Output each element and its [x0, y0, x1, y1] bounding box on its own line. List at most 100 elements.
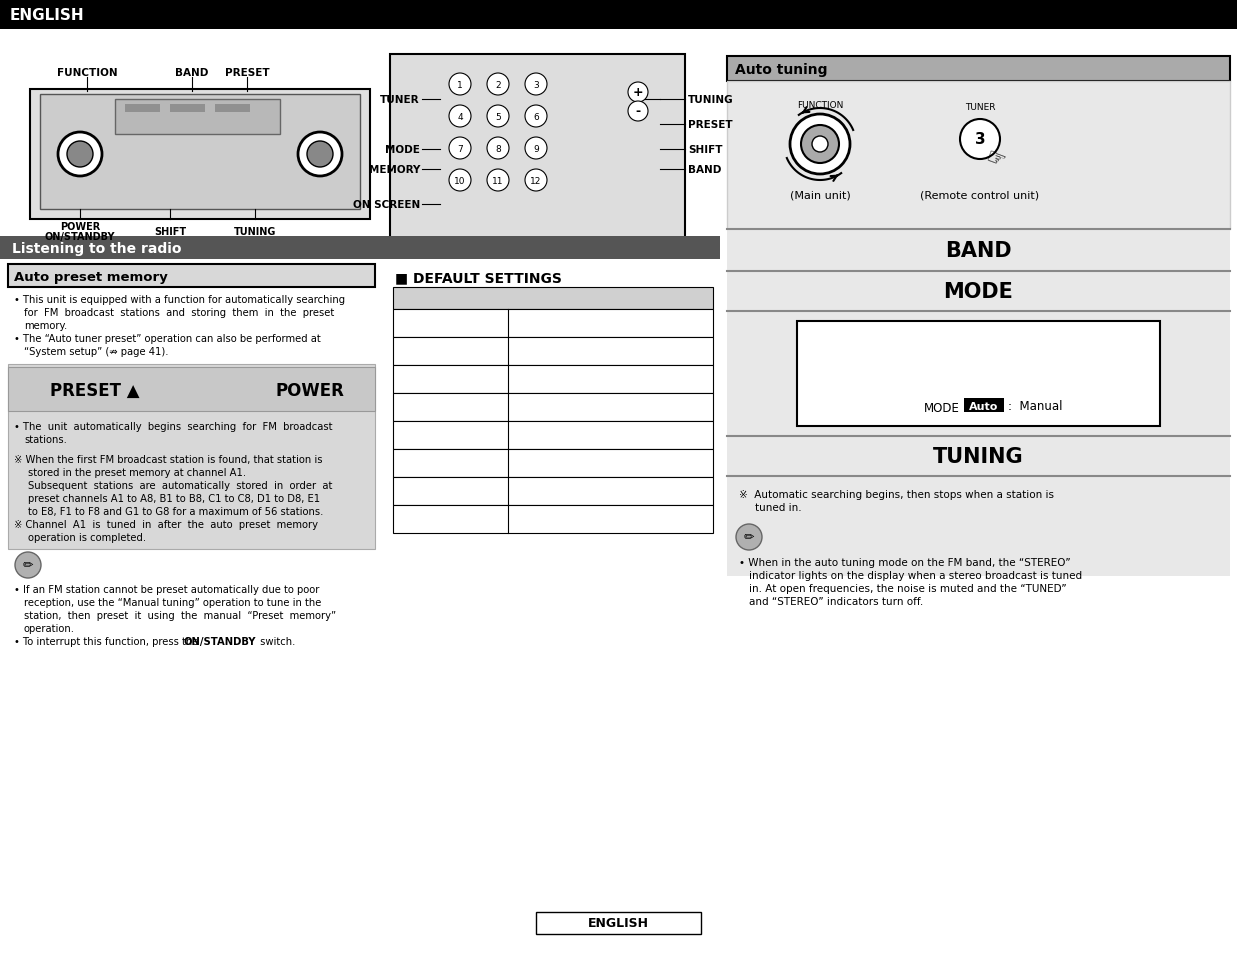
Text: 1: 1 [458, 80, 463, 90]
Text: operation is completed.: operation is completed. [28, 533, 146, 542]
Text: 10: 10 [454, 176, 466, 185]
Bar [536, 912, 701, 934]
Text: to E8, F1 to F8 and G1 to G8 for a maximum of 56 stations.: to E8, F1 to F8 and G1 to G8 for a maxim… [28, 506, 323, 517]
Text: station,  then  preset  it  using  the  manual  “Preset  memory”: station, then preset it using the manual… [24, 610, 336, 620]
Text: POWER: POWER [276, 381, 344, 399]
Circle shape [307, 142, 333, 168]
Bar [40, 95, 360, 210]
Text: ※ When the first FM broadcast station is found, that station is: ※ When the first FM broadcast station is… [14, 455, 323, 464]
Text: memory.: memory. [24, 320, 67, 331]
Circle shape [449, 138, 471, 160]
Circle shape [524, 170, 547, 192]
Bar [390, 55, 685, 245]
Text: -: - [636, 106, 641, 118]
Text: 7: 7 [458, 144, 463, 153]
Text: BAND: BAND [945, 241, 1012, 261]
Text: in. At open frequencies, the noise is muted and the “TUNED”: in. At open frequencies, the noise is mu… [748, 583, 1066, 594]
Bar [7, 265, 375, 288]
Text: FUNCTION: FUNCTION [797, 100, 844, 110]
Text: ※  Automatic searching begins, then stops when a station is: ※ Automatic searching begins, then stops… [738, 490, 1054, 499]
Text: • The  unit  automatically  begins  searching  for  FM  broadcast: • The unit automatically begins searchin… [14, 421, 333, 432]
Text: stored in the preset memory at channel A1.: stored in the preset memory at channel A… [28, 468, 246, 477]
Bar [7, 368, 375, 412]
Bar [0, 236, 720, 260]
Text: TUNER: TUNER [965, 103, 996, 112]
Circle shape [487, 106, 508, 128]
Bar [727, 476, 1230, 577]
Circle shape [67, 142, 93, 168]
Circle shape [736, 524, 762, 551]
Bar [393, 477, 713, 505]
Circle shape [524, 138, 547, 160]
Circle shape [802, 126, 839, 164]
Text: 3: 3 [975, 132, 986, 148]
Bar [215, 105, 250, 112]
Text: (Remote control unit): (Remote control unit) [920, 190, 1039, 200]
Text: Auto: Auto [969, 401, 998, 412]
Text: preset channels A1 to A8, B1 to B8, C1 to C8, D1 to D8, E1: preset channels A1 to A8, B1 to B8, C1 t… [28, 494, 320, 503]
Text: tuned in.: tuned in. [755, 502, 802, 513]
Text: ✏: ✏ [743, 531, 755, 544]
Bar [727, 82, 1230, 230]
Circle shape [298, 132, 341, 177]
Bar [797, 322, 1160, 427]
Text: • This unit is equipped with a function for automatically searching: • This unit is equipped with a function … [14, 294, 345, 305]
Text: and “STEREO” indicators turn off.: and “STEREO” indicators turn off. [748, 597, 923, 606]
Text: MEMORY: MEMORY [369, 165, 421, 174]
Circle shape [449, 74, 471, 96]
Text: MODE: MODE [385, 145, 421, 154]
Bar [169, 105, 205, 112]
Bar [727, 57, 1230, 82]
Text: 6: 6 [533, 112, 539, 121]
Text: • If an FM station cannot be preset automatically due to poor: • If an FM station cannot be preset auto… [14, 584, 319, 595]
Circle shape [487, 74, 508, 96]
Bar [7, 365, 375, 550]
Bar [0, 0, 1237, 30]
Text: FUNCTION: FUNCTION [57, 68, 118, 78]
Bar [393, 337, 713, 366]
Circle shape [524, 106, 547, 128]
Text: ✏: ✏ [22, 558, 33, 572]
Text: stations.: stations. [24, 435, 67, 444]
Text: • The “Auto tuner preset” operation can also be performed at: • The “Auto tuner preset” operation can … [14, 334, 320, 344]
Bar [727, 272, 1230, 312]
Text: MODE: MODE [944, 282, 1013, 302]
Text: ■ DEFAULT SETTINGS: ■ DEFAULT SETTINGS [395, 271, 562, 285]
Circle shape [790, 115, 850, 174]
Text: ON/STANDBY: ON/STANDBY [45, 232, 115, 242]
Text: (Main unit): (Main unit) [789, 190, 850, 200]
Text: 12: 12 [531, 176, 542, 185]
Bar [393, 505, 713, 534]
Text: TUNER: TUNER [380, 95, 421, 105]
Circle shape [15, 553, 41, 578]
Circle shape [449, 170, 471, 192]
Text: “System setup” (⇏ page 41).: “System setup” (⇏ page 41). [24, 347, 168, 356]
Text: 2: 2 [495, 80, 501, 90]
Text: 9: 9 [533, 144, 539, 153]
Text: ※ Channel  A1  is  tuned  in  after  the  auto  preset  memory: ※ Channel A1 is tuned in after the auto … [14, 519, 318, 530]
Text: Auto preset memory: Auto preset memory [14, 271, 168, 283]
Text: • When in the auto tuning mode on the FM band, the “STEREO”: • When in the auto tuning mode on the FM… [738, 558, 1071, 567]
Text: BAND: BAND [176, 68, 209, 78]
Text: MODE: MODE [924, 401, 960, 414]
Text: :  Manual: : Manual [1008, 400, 1063, 413]
Text: TUNING: TUNING [688, 95, 734, 105]
Bar [727, 312, 1230, 436]
Text: Subsequent  stations  are  automatically  stored  in  order  at: Subsequent stations are automatically st… [28, 480, 333, 491]
Text: 5: 5 [495, 112, 501, 121]
Text: PRESET: PRESET [688, 120, 732, 130]
Circle shape [58, 132, 101, 177]
Text: operation.: operation. [24, 623, 75, 634]
Bar [393, 450, 713, 477]
Text: PRESET: PRESET [225, 68, 270, 78]
Text: ON SCREEN: ON SCREEN [353, 200, 421, 210]
Text: SHIFT: SHIFT [153, 227, 186, 236]
Text: BAND: BAND [688, 165, 721, 174]
Circle shape [960, 120, 999, 160]
Text: ENGLISH: ENGLISH [588, 917, 648, 929]
Circle shape [487, 170, 508, 192]
Bar [125, 105, 160, 112]
Text: 11: 11 [492, 176, 503, 185]
Text: ENGLISH: ENGLISH [10, 8, 84, 23]
Circle shape [487, 138, 508, 160]
